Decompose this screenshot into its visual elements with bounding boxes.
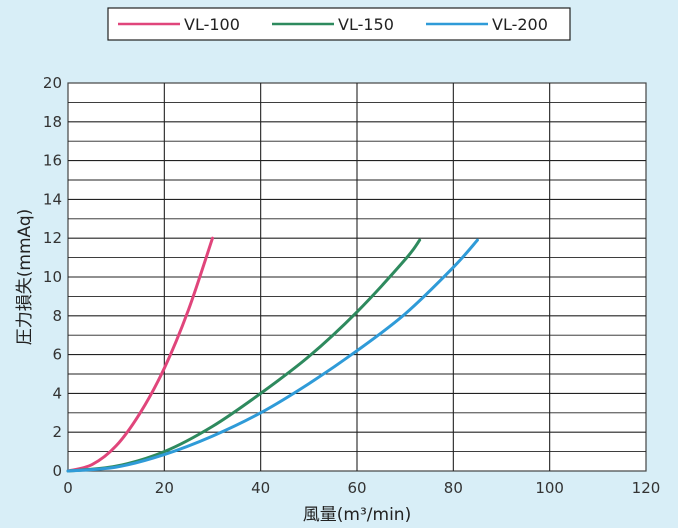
x-tick-label: 60 (347, 479, 366, 497)
y-axis-title: 圧力損失(mmAq) (15, 209, 35, 346)
x-tick-label: 40 (251, 479, 270, 497)
y-tick-labels: 0 2 4 6 8 10 12 14 16 18 20 (43, 74, 62, 480)
y-tick-label: 6 (52, 346, 62, 364)
y-tick-label: 10 (43, 268, 62, 286)
x-tick-label: 80 (444, 479, 463, 497)
y-tick-label: 12 (43, 229, 62, 247)
y-tick-label: 8 (52, 307, 62, 325)
legend-label: VL-100 (184, 15, 240, 34)
legend-label: VL-150 (338, 15, 394, 34)
x-tick-labels: 0 20 40 60 80 100 120 (63, 479, 660, 497)
x-tick-label: 100 (535, 479, 564, 497)
x-axis-title: 風量(m³/min) (303, 505, 411, 525)
legend-label: VL-200 (492, 15, 548, 34)
x-tick-label: 0 (63, 479, 73, 497)
y-tick-label: 0 (52, 462, 62, 480)
y-tick-label: 18 (43, 113, 62, 131)
y-tick-label: 4 (52, 384, 62, 402)
y-tick-label: 20 (43, 74, 62, 92)
x-tick-label: 20 (155, 479, 174, 497)
legend: VL-100 VL-150 VL-200 (108, 8, 570, 40)
y-tick-label: 16 (43, 152, 62, 170)
y-tick-label: 2 (52, 423, 62, 441)
x-tick-label: 120 (632, 479, 661, 497)
y-tick-label: 14 (43, 190, 62, 208)
grid (68, 83, 646, 471)
